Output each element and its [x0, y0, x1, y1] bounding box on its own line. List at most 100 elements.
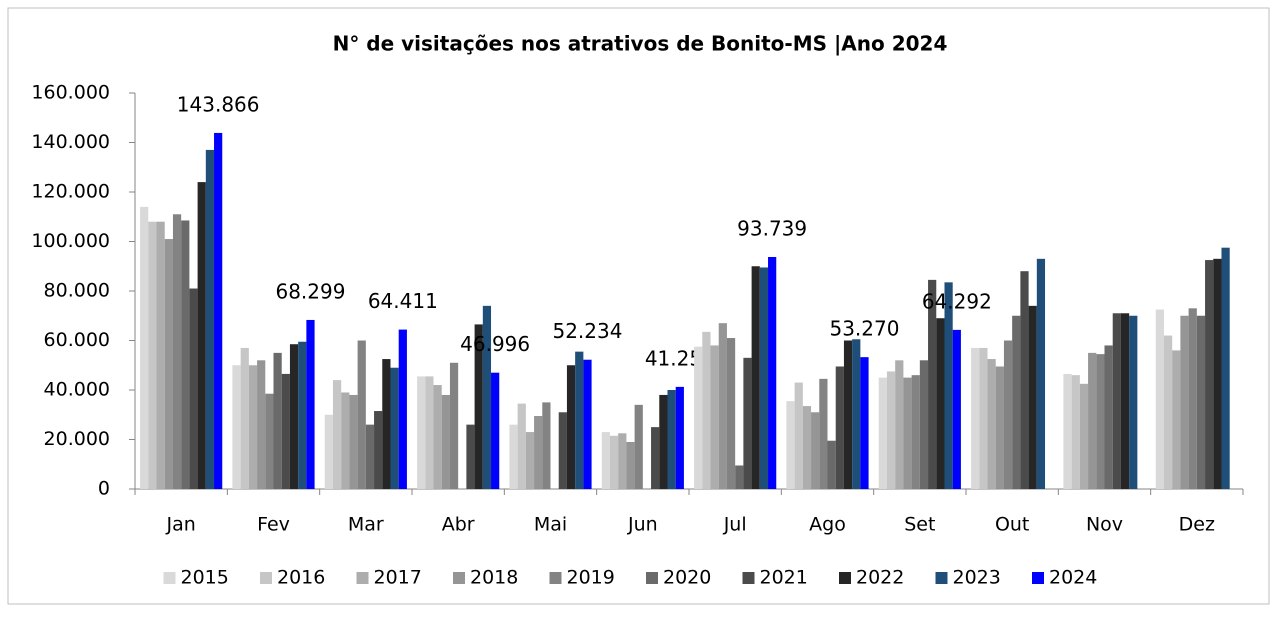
legend-label: 2016	[277, 567, 325, 589]
bar	[811, 412, 820, 489]
y-tick-label: 140.000	[31, 131, 110, 153]
legend-swatch	[935, 572, 948, 584]
y-tick-label: 80.000	[44, 280, 110, 302]
chart-title: N° de visitações nos atrativos de Bonito…	[333, 32, 948, 56]
bar	[667, 390, 676, 489]
bar	[786, 401, 795, 489]
legend-label: 2024	[1049, 567, 1097, 589]
bar	[374, 411, 383, 489]
bar	[743, 357, 752, 489]
bar	[1196, 315, 1206, 489]
y-tick-label: 120.000	[31, 181, 110, 203]
legend-label: 2018	[470, 567, 518, 589]
legend-swatch	[549, 572, 562, 584]
bar	[156, 221, 165, 489]
x-tick-label: Fev	[257, 514, 290, 536]
x-tick-label: Nov	[1086, 514, 1123, 536]
legend-swatch	[163, 572, 176, 584]
bar	[189, 288, 198, 489]
bar	[289, 344, 299, 489]
bar	[987, 359, 996, 489]
data-label: 64.292	[922, 289, 992, 313]
bar	[710, 345, 719, 489]
data-label: 64.411	[368, 289, 438, 313]
bar	[298, 341, 307, 489]
x-tick-label: Jan	[166, 514, 196, 536]
bar	[449, 362, 459, 489]
bar	[509, 424, 518, 489]
bar	[525, 432, 535, 489]
legend-swatch	[742, 572, 755, 584]
bar	[517, 403, 526, 489]
bar	[164, 239, 173, 489]
bar	[852, 339, 861, 489]
bar	[257, 360, 266, 489]
x-tick-label: Out	[995, 514, 1029, 536]
bar	[802, 406, 812, 489]
bar	[609, 435, 619, 489]
y-tick-label: 0	[98, 478, 110, 500]
bar	[306, 319, 315, 489]
bar	[365, 424, 375, 489]
bar	[1221, 247, 1230, 489]
bar	[433, 385, 442, 489]
legend-label: 2017	[374, 567, 422, 589]
bar	[1020, 271, 1029, 489]
data-label: 52.234	[552, 319, 622, 343]
bar	[1063, 373, 1072, 489]
bar	[232, 365, 241, 489]
legend-swatch	[1032, 572, 1044, 584]
bar	[197, 182, 206, 489]
x-tick-label: Set	[904, 514, 935, 536]
data-label: 46.996	[460, 332, 530, 356]
x-tick-label: Mar	[348, 514, 384, 536]
bar	[575, 351, 584, 489]
bar	[928, 279, 937, 489]
bar	[675, 386, 684, 489]
bar	[819, 378, 828, 489]
y-tick-label: 160.000	[31, 82, 110, 104]
bar	[726, 338, 736, 489]
bar	[827, 440, 836, 489]
bar	[474, 324, 483, 489]
bar	[768, 256, 777, 489]
bar	[583, 359, 592, 489]
bar	[751, 266, 760, 489]
bar	[1028, 305, 1037, 489]
bar	[936, 318, 945, 489]
bar	[1096, 354, 1105, 489]
y-tick-label: 60.000	[44, 329, 110, 351]
bar	[1213, 258, 1222, 489]
bar	[482, 305, 492, 489]
bar	[172, 214, 182, 489]
bar	[417, 376, 426, 489]
bar	[1012, 315, 1021, 489]
bar	[694, 346, 703, 489]
bar	[895, 360, 904, 489]
x-tick-label: Mai	[534, 514, 567, 536]
bar	[281, 373, 290, 489]
bar	[919, 360, 929, 489]
bar	[240, 347, 249, 489]
x-tick-label: Abr	[442, 514, 475, 536]
bar	[265, 393, 274, 489]
bar	[273, 352, 282, 489]
bar	[214, 132, 223, 490]
bar	[1104, 345, 1113, 489]
y-tick-label: 40.000	[44, 379, 110, 401]
bar	[248, 365, 258, 489]
bar	[1155, 309, 1164, 489]
legend-swatch	[646, 572, 658, 584]
bar	[425, 376, 434, 489]
data-label: 68.299	[275, 279, 345, 303]
legend-label: 2022	[856, 567, 904, 589]
bar	[626, 441, 635, 489]
bar	[1036, 258, 1046, 489]
bar	[718, 323, 727, 489]
bar	[651, 427, 660, 489]
bar	[1129, 315, 1138, 489]
bar	[390, 367, 399, 489]
legend-swatch	[356, 572, 369, 584]
bar	[1172, 350, 1181, 489]
